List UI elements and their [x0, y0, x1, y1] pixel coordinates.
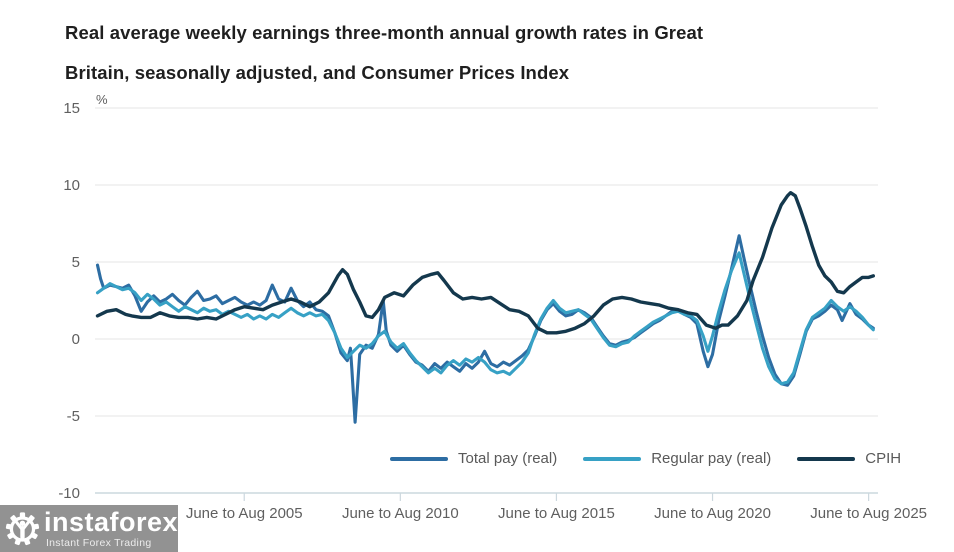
y-axis-unit-label: % [96, 92, 108, 107]
legend-swatch-cpih [797, 456, 856, 461]
instaforex-logo[interactable]: instaforex Instant Forex Trading [0, 505, 178, 552]
logo-tagline-text: Instant Forex Trading [45, 536, 152, 549]
y-axis-tick-label: 0 [72, 331, 80, 348]
legend-swatch-regular-pay [583, 456, 642, 461]
y-axis-tick-label: 5 [72, 254, 80, 271]
chart-title: Real average weekly earnings three-month… [65, 13, 905, 93]
x-axis-tick-label: June to Aug 2010 [342, 505, 459, 522]
x-axis-tick-label: June to Aug 2020 [654, 505, 771, 522]
legend-item-cpih: CPIH [797, 450, 901, 467]
legend-label-regular-pay: Regular pay (real) [651, 450, 772, 467]
logo-name-text: instaforex [43, 506, 178, 537]
chart-title-line-1: Real average weekly earnings three-month… [65, 22, 704, 43]
legend-label-total-pay: Total pay (real) [458, 450, 558, 467]
legend-item-total-pay: Total pay (real) [390, 450, 557, 467]
chart-legend: Total pay (real) Regular pay (real) CPIH [390, 450, 901, 467]
series-line-cpih [95, 190, 875, 335]
series-line-total-pay [95, 234, 875, 424]
y-axis-tick-label: 10 [63, 177, 80, 194]
y-axis-tick-label: 15 [63, 100, 80, 117]
x-axis-tick-label: June to Aug 2015 [498, 505, 615, 522]
legend-swatch-total-pay [390, 456, 448, 461]
x-axis-tick-label: June to Aug 2025 [810, 505, 927, 522]
x-axis-tick-label: June to Aug 2005 [186, 505, 303, 522]
y-axis-tick-label: -5 [67, 408, 80, 425]
chart-title-line-2: Britain, seasonally adjusted, and Consum… [65, 62, 570, 83]
legend-item-regular-pay: Regular pay (real) [583, 450, 771, 467]
instaforex-gear-icon [5, 511, 40, 545]
legend-label-cpih: CPIH [865, 450, 902, 467]
y-axis-tick-label: -10 [58, 485, 80, 502]
